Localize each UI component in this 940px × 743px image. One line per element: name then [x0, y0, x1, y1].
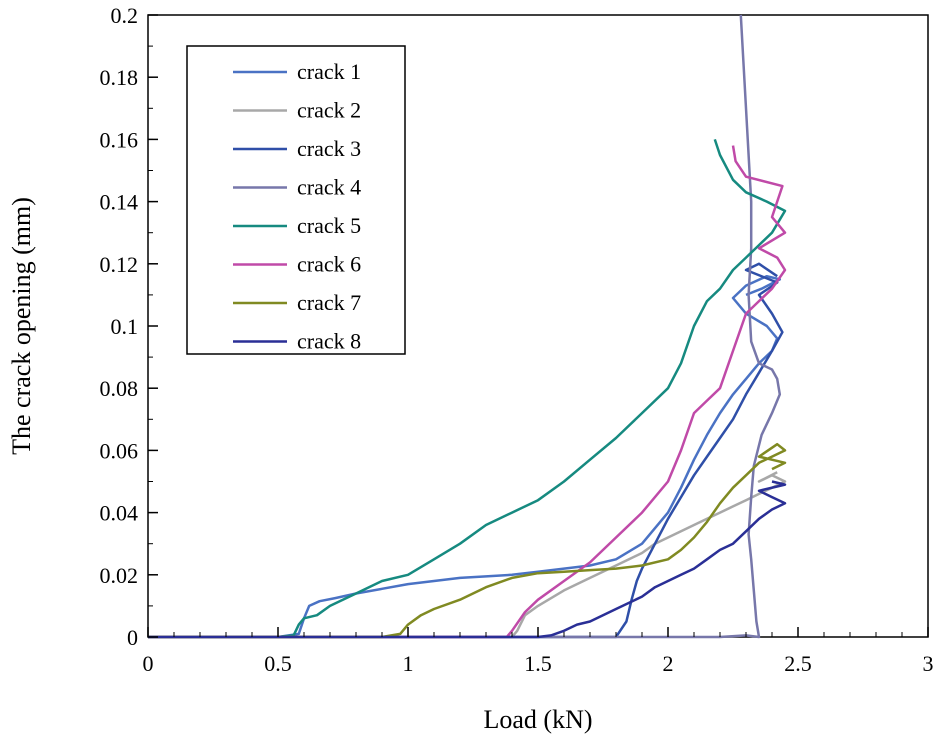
legend: crack 1 crack 2 crack 3 crack 4 crack 5 crack…: [186, 45, 406, 355]
y-tick-label: 0: [127, 625, 138, 650]
series-line-crack-3: [148, 262, 784, 639]
y-tick-label: 0.2: [111, 3, 139, 28]
x-tick-label: 2.5: [784, 651, 812, 676]
series-line-crack-6: [148, 145, 787, 639]
legend-label: crack 6: [297, 252, 361, 277]
y-tick-label: 0.06: [100, 438, 139, 463]
y-axis-title: The crack opening (mm): [7, 197, 36, 455]
y-tick-label: 0.1: [111, 314, 139, 339]
x-tick-label: 0: [143, 651, 154, 676]
y-tick-label: 0.12: [100, 252, 139, 277]
y-tick-label: 0.16: [100, 127, 139, 152]
y-tick-label: 0.08: [100, 376, 139, 401]
y-tick-label: 0.04: [100, 501, 139, 526]
legend-label: crack 2: [297, 98, 361, 123]
y-axis-ticks: 0 0.02 0.04 0.06 0.08 0.1 0.12 0.14 0.16 0.18 0.2: [100, 3, 158, 650]
series-line-crack-5: [148, 139, 787, 639]
series-line-crack-7: [148, 442, 787, 639]
x-tick-label: 0.5: [264, 651, 292, 676]
plot-area: 0 0.5 1 1.5 2 2.5 3 0 0.02 0.04 0.06 0.08 0.1 0.12 0.…: [100, 3, 934, 676]
series-line-crack-8: [148, 480, 787, 639]
x-tick-label: 2: [663, 651, 674, 676]
y-tick-label: 0.14: [100, 190, 139, 215]
y-tick-label: 0.02: [100, 563, 139, 588]
legend-label: crack 8: [297, 329, 361, 354]
x-tick-label: 3: [923, 651, 934, 676]
x-axis-ticks: 0 0.5 1 1.5 2 2.5 3: [143, 627, 934, 676]
y-tick-label: 0.18: [100, 65, 139, 90]
legend-label: crack 5: [297, 213, 361, 238]
x-tick-label: 1: [403, 651, 414, 676]
x-axis-title: Load (kN): [483, 705, 592, 734]
legend-label: crack 7: [297, 290, 361, 315]
x-tick-label: 1.5: [524, 651, 552, 676]
series-line-crack-2: [148, 471, 787, 639]
series-layer: [148, 14, 787, 639]
legend-label: crack 3: [297, 136, 361, 161]
legend-label: crack 1: [297, 59, 361, 84]
legend-label: crack 4: [297, 175, 361, 200]
legend-box: [186, 45, 406, 355]
